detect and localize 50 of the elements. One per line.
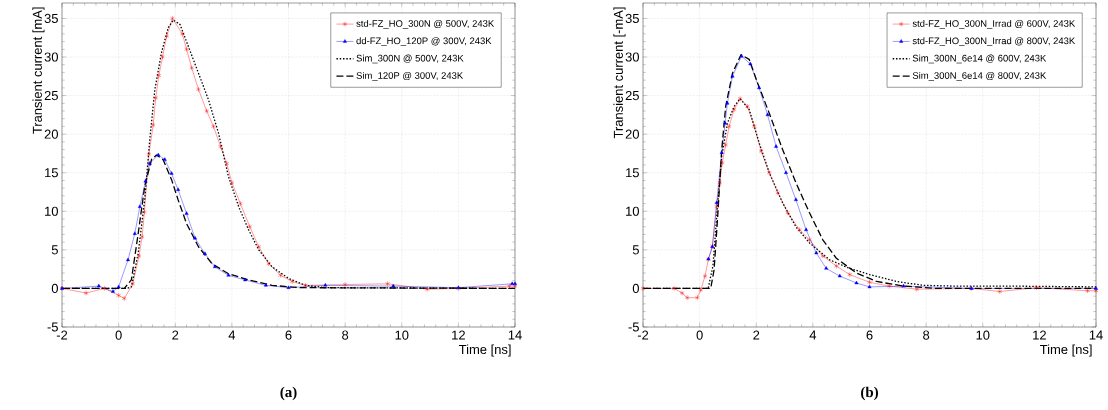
x-axis-title: Time [ns]: [1040, 344, 1092, 357]
legend-label: dd-FZ_HO_120P @ 300V, 243K: [356, 37, 492, 46]
x-tick-label: 2: [172, 330, 179, 340]
legend-label: std-FZ_HO_300N_Irrad @ 800V, 243K: [912, 37, 1076, 46]
y-tick-label: 30: [44, 52, 58, 62]
x-tick-label: 6: [866, 330, 873, 340]
y-tick-label: 0: [51, 283, 58, 294]
legend-label: std-FZ_HO_300N_Irrad @ 600V, 243K: [912, 19, 1076, 29]
x-axis-title: Time [ns]: [459, 344, 511, 357]
y-tick-label: 5: [51, 245, 58, 255]
y-tick-label: 20: [44, 129, 58, 139]
y-tick-label: 25: [625, 90, 639, 101]
y-tick-label: 35: [44, 13, 58, 24]
x-tick-label: 10: [976, 330, 990, 340]
y-tick-label: 10: [45, 206, 58, 216]
y-tick-label: 5: [632, 245, 639, 255]
x-tick-label: 6: [285, 330, 292, 340]
y-tick-label: -5: [47, 322, 58, 332]
x-tick-label: 8: [923, 330, 930, 340]
text: (a): [280, 386, 297, 401]
legend-label: Sim_300N @ 500V, 243K: [356, 54, 464, 64]
x-tick-label: -2: [56, 330, 68, 340]
y-tick-label: 10: [626, 206, 639, 216]
y-axis-title: Transient current [mA]: [32, 7, 45, 134]
y-tick-label: 35: [625, 13, 639, 24]
y-tick-label: -5: [628, 322, 639, 332]
x-tick-label: 4: [809, 330, 817, 340]
y-tick-label: 30: [625, 52, 639, 62]
x-tick-label: 12: [452, 330, 465, 340]
y-tick-label: 20: [625, 129, 639, 139]
x-tick-label: 12: [1033, 330, 1046, 340]
x-tick-label: 2: [753, 330, 760, 340]
text: (b): [861, 386, 878, 401]
y-tick-label: 15: [45, 168, 58, 178]
x-tick-label: 8: [342, 330, 349, 340]
y-tick-label: 15: [626, 168, 639, 178]
x-tick-label: 14: [508, 330, 522, 340]
x-tick-label: 4: [228, 330, 236, 340]
y-tick-label: 25: [44, 90, 58, 101]
x-tick-label: -2: [637, 330, 649, 340]
x-tick-label: 10: [395, 330, 409, 340]
legend-label: std-FZ_HO_300N @ 500V, 243K: [356, 19, 495, 29]
legend-label: Sim_300N_6e14 @ 800V, 243K: [912, 71, 1047, 81]
x-tick-label: 0: [696, 330, 703, 340]
legend-label: Sim_300N_6e14 @ 600V, 243K: [912, 54, 1047, 64]
legend-label: Sim_120P @ 300V, 243K: [356, 71, 464, 81]
y-axis-title: Transient current [-mA]: [613, 7, 626, 139]
x-tick-label: 0: [115, 330, 122, 340]
y-tick-label: 0: [632, 283, 639, 294]
x-tick-label: 14: [1089, 330, 1103, 340]
